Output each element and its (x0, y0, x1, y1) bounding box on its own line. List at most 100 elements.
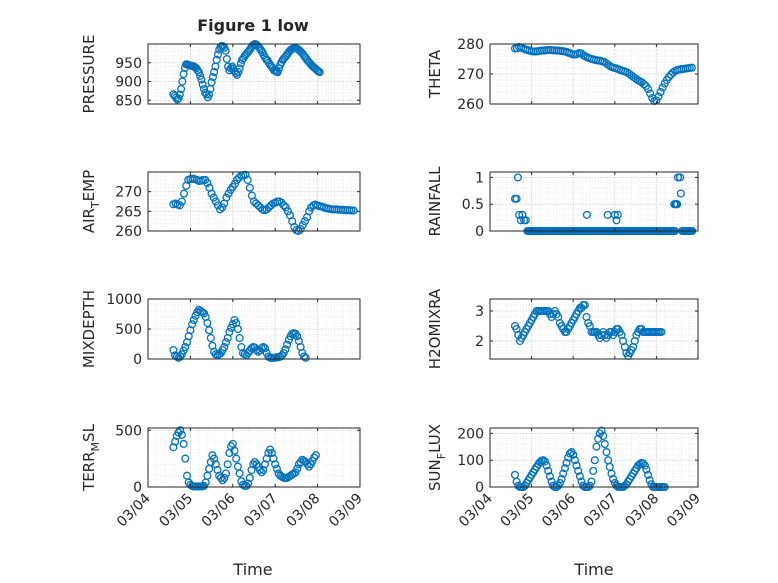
y-axis-label: MIXDEPTH (80, 290, 98, 368)
data-point (557, 474, 566, 484)
data-point (542, 461, 551, 470)
data-point (301, 353, 310, 362)
data-point (174, 94, 183, 103)
data-point (602, 448, 611, 457)
data-point (260, 344, 270, 353)
data-point (254, 201, 263, 210)
data-point (646, 89, 655, 98)
data-point (574, 466, 583, 475)
axes-frame (489, 427, 699, 488)
data-point (235, 333, 244, 343)
y-tick-label: 0.5 (462, 197, 484, 213)
x-axis-label-right: Time (573, 560, 613, 579)
plot-area (148, 172, 360, 231)
y-tick-label: 265 (115, 204, 142, 220)
y-tick-label: 280 (457, 37, 484, 53)
subplot-rainfall: 0 0.5 1 RAINFALL (426, 166, 699, 240)
series-points (510, 300, 666, 361)
axes-frame (147, 171, 361, 232)
data-point (657, 327, 666, 337)
data-point (349, 206, 358, 215)
data-point (212, 55, 221, 64)
data-point (311, 451, 320, 460)
y-tick-label: 0 (133, 480, 142, 496)
data-point (230, 446, 239, 455)
subplot-theta: 260 270 280 THETA (426, 37, 699, 113)
data-point (188, 320, 197, 329)
data-point (169, 345, 178, 355)
data-point (272, 464, 281, 473)
data-point (668, 68, 678, 77)
data-point (604, 60, 613, 70)
data-point (198, 80, 207, 89)
data-point (607, 469, 616, 478)
data-point (283, 340, 292, 349)
data-point (589, 466, 598, 475)
data-point (644, 84, 653, 94)
data-point (516, 216, 525, 225)
data-point (194, 68, 203, 77)
data-point (300, 217, 309, 226)
data-point (687, 63, 696, 72)
y-tick-label: 0 (475, 224, 484, 240)
data-point (177, 84, 186, 94)
data-point (645, 476, 654, 485)
data-point (545, 472, 554, 481)
data-point (587, 477, 596, 486)
data-point (296, 457, 305, 467)
data-point (597, 426, 606, 435)
data-point (178, 77, 187, 86)
data-point (175, 201, 184, 210)
data-point (281, 203, 290, 212)
data-point (257, 468, 266, 477)
data-point (223, 460, 232, 469)
data-point (205, 90, 214, 99)
series-points (169, 305, 310, 362)
data-point (221, 338, 231, 347)
data-point (218, 476, 227, 485)
data-point (310, 453, 319, 462)
data-point (305, 462, 314, 471)
data-point (205, 326, 214, 335)
data-point (179, 439, 188, 448)
data-point (283, 207, 292, 216)
data-point (232, 454, 241, 463)
data-point (210, 68, 219, 77)
data-point (569, 450, 578, 459)
data-point (181, 342, 190, 352)
data-point (575, 472, 584, 481)
data-point (299, 352, 309, 361)
data-point (293, 332, 302, 341)
data-point (203, 318, 212, 328)
data-point (642, 465, 651, 474)
data-point (580, 300, 589, 310)
data-point (221, 469, 231, 478)
data-point (243, 175, 252, 184)
data-point (196, 71, 205, 80)
data-point (296, 224, 305, 234)
data-point (590, 456, 599, 465)
subplot-pressure: 850 900 950 PRESSURE (80, 35, 361, 113)
data-point (269, 454, 278, 463)
data-point (656, 87, 665, 97)
data-point (218, 203, 227, 212)
data-point (512, 194, 521, 203)
y-tick-label: 260 (115, 224, 142, 240)
data-point (232, 175, 242, 184)
data-point (210, 454, 219, 463)
data-point (177, 197, 186, 206)
y-tick-label: 950 (115, 56, 142, 72)
data-point (216, 473, 225, 482)
data-point (230, 179, 239, 188)
data-point (213, 465, 222, 475)
data-point (676, 173, 685, 182)
data-point (252, 460, 261, 469)
data-point (218, 42, 228, 51)
data-point (222, 193, 231, 202)
y-tick-label: 270 (457, 67, 484, 83)
data-point (515, 210, 524, 219)
data-point (639, 80, 648, 89)
data-point (599, 431, 608, 441)
data-point (209, 193, 218, 202)
